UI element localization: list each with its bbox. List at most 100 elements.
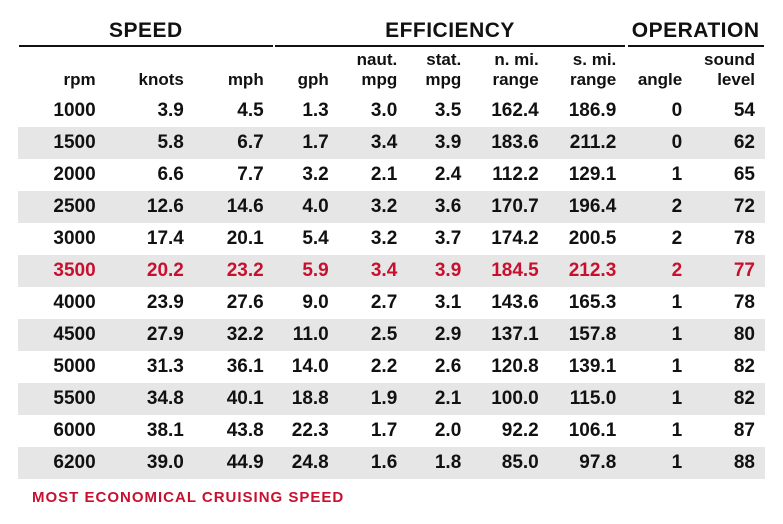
column-header-cell: mpg (339, 69, 408, 95)
table-cell: 23.9 (106, 287, 194, 319)
table-cell: 1.7 (274, 127, 339, 159)
table-cell: 22.3 (274, 415, 339, 447)
table-cell: 143.6 (471, 287, 548, 319)
table-cell: 137.1 (471, 319, 548, 351)
table-row: 450027.932.211.02.52.9137.1157.8180 (18, 319, 765, 351)
table-cell: 183.6 (471, 127, 548, 159)
table-cell: 3000 (18, 223, 106, 255)
table-cell: 4.5 (194, 95, 274, 127)
table-cell: 1.9 (339, 383, 408, 415)
table-cell: 100.0 (471, 383, 548, 415)
table-cell: 0 (626, 95, 692, 127)
column-header-cell (626, 49, 692, 69)
table-cell: 3.4 (339, 255, 408, 287)
table-cell: 87 (692, 415, 765, 447)
table-cell: 174.2 (471, 223, 548, 255)
table-cell: 12.6 (106, 191, 194, 223)
table-cell: 112.2 (471, 159, 548, 191)
table-cell: 2 (626, 223, 692, 255)
table-cell: 4500 (18, 319, 106, 351)
table-cell: 2.7 (339, 287, 408, 319)
table-cell: 39.0 (106, 447, 194, 479)
table-cell: 170.7 (471, 191, 548, 223)
table-cell: 139.1 (549, 351, 627, 383)
table-cell: 14.6 (194, 191, 274, 223)
table-cell: 5.8 (106, 127, 194, 159)
table-cell: 115.0 (549, 383, 627, 415)
table-row: 20006.67.73.22.12.4112.2129.1165 (18, 159, 765, 191)
table-cell: 3.9 (407, 127, 471, 159)
column-header-cell: rpm (18, 69, 106, 95)
table-cell: 1 (626, 447, 692, 479)
table-cell: 3.4 (339, 127, 408, 159)
table-cell: 80 (692, 319, 765, 351)
table-cell: 88 (692, 447, 765, 479)
column-header-bottom: rpmknotsmphgphmpgmpgrangerangeanglelevel (18, 69, 765, 95)
column-header-cell: s. mi. (549, 49, 627, 69)
table-cell: 2.1 (407, 383, 471, 415)
table-row: 10003.94.51.33.03.5162.4186.9054 (18, 95, 765, 127)
table-cell: 2.2 (339, 351, 408, 383)
table-row: 400023.927.69.02.73.1143.6165.3178 (18, 287, 765, 319)
column-header-cell (274, 49, 339, 69)
table-row: 550034.840.118.81.92.1100.0115.0182 (18, 383, 765, 415)
table-cell: 2000 (18, 159, 106, 191)
table-cell: 85.0 (471, 447, 548, 479)
table-cell: 65 (692, 159, 765, 191)
table-cell: 17.4 (106, 223, 194, 255)
group-operation: OPERATION (626, 18, 765, 49)
column-header-top: naut.stat.n. mi.s. mi.sound (18, 49, 765, 69)
table-cell: 1.6 (339, 447, 408, 479)
table-cell: 4000 (18, 287, 106, 319)
table-cell: 32.2 (194, 319, 274, 351)
column-header-cell (106, 49, 194, 69)
table-cell: 3.2 (339, 191, 408, 223)
table-cell: 1 (626, 383, 692, 415)
table-cell: 20.2 (106, 255, 194, 287)
table-cell: 106.1 (549, 415, 627, 447)
table-cell: 3.9 (407, 255, 471, 287)
column-header-cell (194, 49, 274, 69)
table-cell: 3.9 (106, 95, 194, 127)
table-cell: 92.2 (471, 415, 548, 447)
table-row: 250012.614.64.03.23.6170.7196.4272 (18, 191, 765, 223)
table-row: 500031.336.114.02.22.6120.8139.1182 (18, 351, 765, 383)
table-cell: 3.5 (407, 95, 471, 127)
table-cell: 200.5 (549, 223, 627, 255)
table-row: 600038.143.822.31.72.092.2106.1187 (18, 415, 765, 447)
table-cell: 2500 (18, 191, 106, 223)
table-cell: 27.9 (106, 319, 194, 351)
table-cell: 1 (626, 351, 692, 383)
table-cell: 1 (626, 287, 692, 319)
column-header-cell: mpg (407, 69, 471, 95)
table-row: 15005.86.71.73.43.9183.6211.2062 (18, 127, 765, 159)
table-cell: 43.8 (194, 415, 274, 447)
table-cell: 1500 (18, 127, 106, 159)
group-header-row: SPEED EFFICIENCY OPERATION (18, 18, 765, 49)
column-header-cell: naut. (339, 49, 408, 69)
group-efficiency: EFFICIENCY (274, 18, 627, 49)
column-header-cell: angle (626, 69, 692, 95)
column-header-cell: stat. (407, 49, 471, 69)
table-cell: 120.8 (471, 351, 548, 383)
table-cell: 18.8 (274, 383, 339, 415)
group-speed: SPEED (18, 18, 274, 49)
table-cell: 3.2 (339, 223, 408, 255)
table-row: 620039.044.924.81.61.885.097.8188 (18, 447, 765, 479)
table-cell: 2 (626, 191, 692, 223)
table-cell: 3500 (18, 255, 106, 287)
table-cell: 6000 (18, 415, 106, 447)
table-cell: 20.1 (194, 223, 274, 255)
table-cell: 11.0 (274, 319, 339, 351)
column-header-cell: level (692, 69, 765, 95)
table-cell: 78 (692, 287, 765, 319)
table-cell: 196.4 (549, 191, 627, 223)
table-cell: 5500 (18, 383, 106, 415)
table-cell: 2.6 (407, 351, 471, 383)
column-header-cell: range (549, 69, 627, 95)
table-cell: 0 (626, 127, 692, 159)
table-cell: 157.8 (549, 319, 627, 351)
table-cell: 5.4 (274, 223, 339, 255)
table-cell: 162.4 (471, 95, 548, 127)
table-cell: 3.1 (407, 287, 471, 319)
